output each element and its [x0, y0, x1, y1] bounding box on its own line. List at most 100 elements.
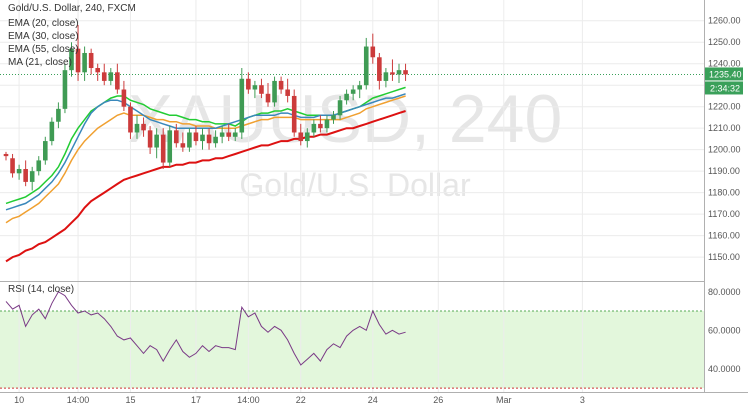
- candle: [3, 151, 9, 161]
- legend-ma-21: MA (21, close): [8, 57, 72, 68]
- candle-body: [174, 130, 179, 144]
- candle-body: [16, 169, 22, 174]
- candle: [259, 78, 264, 99]
- candle: [403, 63, 408, 81]
- candle: [141, 117, 146, 137]
- candle-body: [337, 100, 343, 116]
- candle-body: [147, 130, 153, 148]
- candle: [344, 89, 349, 105]
- time-tick-label: Mar: [496, 395, 512, 405]
- candle-body: [121, 89, 127, 107]
- countdown-badge: [705, 81, 743, 95]
- price-pane-background: [0, 0, 704, 281]
- axes: 1260.001250.001240.001230.001220.001210.…: [0, 0, 748, 393]
- rsi-pane: [5, 291, 406, 366]
- candle-body: [62, 70, 68, 109]
- candle-body: [285, 89, 290, 96]
- candle: [350, 85, 356, 101]
- candle-body: [82, 52, 87, 73]
- price-tick-label: 1200.00: [708, 145, 741, 155]
- candle: [23, 160, 28, 187]
- price-tick-label: 1250.00: [708, 37, 741, 47]
- candle-body: [246, 78, 251, 90]
- time-tick-label: 26: [433, 395, 443, 405]
- legend-ema-20: EMA (20, close): [8, 18, 79, 29]
- candle-body: [206, 134, 212, 144]
- candle: [82, 46, 87, 81]
- candle: [16, 164, 22, 180]
- candle: [311, 119, 317, 137]
- candle-body: [154, 134, 159, 148]
- price-tick-label: 1220.00: [708, 102, 741, 112]
- candle-body: [141, 123, 146, 131]
- candle-body: [226, 132, 231, 137]
- candle: [331, 110, 336, 124]
- candle-body: [101, 72, 107, 81]
- time-tick-label: 22: [296, 395, 306, 405]
- candle: [357, 80, 362, 99]
- candle-body: [318, 123, 323, 129]
- time-tick-label: 3: [580, 395, 585, 405]
- candle: [108, 68, 114, 86]
- candle-body: [357, 85, 362, 90]
- rsi-tick-label: 40.0000: [708, 364, 741, 374]
- candle-body: [219, 132, 225, 137]
- candle: [291, 89, 297, 137]
- candle: [36, 156, 42, 176]
- time-tick-label: 24: [368, 395, 378, 405]
- candle: [160, 128, 166, 170]
- candle-body: [291, 95, 297, 133]
- candle-body: [331, 115, 336, 120]
- candle-body: [56, 108, 61, 122]
- candle: [62, 63, 68, 114]
- candle: [337, 95, 343, 120]
- candle-body: [3, 153, 9, 157]
- candle-body: [10, 158, 15, 174]
- candle: [305, 128, 310, 148]
- legend-ema-30: EMA (30, close): [8, 31, 79, 42]
- candle: [265, 83, 271, 107]
- watermark-description: Gold/U.S. Dollar: [239, 167, 471, 203]
- candle: [49, 117, 55, 146]
- price-tick-label: 1170.00: [708, 209, 740, 219]
- candle-body: [95, 68, 100, 73]
- candle: [226, 123, 231, 142]
- candle: [187, 128, 192, 152]
- candle-body: [180, 143, 186, 148]
- candle: [324, 115, 330, 133]
- candle: [193, 126, 199, 146]
- candle-body: [232, 132, 238, 137]
- price-tick-label: 1210.00: [708, 123, 741, 133]
- candle: [239, 68, 245, 139]
- candle-body: [383, 72, 389, 81]
- candle: [285, 78, 290, 103]
- candle: [390, 59, 395, 81]
- candle: [383, 68, 389, 88]
- candle: [56, 102, 61, 129]
- candle-body: [193, 132, 199, 142]
- price-tick-label: 1190.00: [708, 166, 740, 176]
- candle: [88, 48, 94, 75]
- candle: [363, 37, 369, 90]
- candle: [134, 115, 140, 139]
- candle-body: [252, 85, 258, 90]
- candle: [167, 126, 173, 167]
- candle: [154, 128, 159, 159]
- candle-body: [350, 89, 356, 94]
- candle: [174, 123, 179, 148]
- candle: [246, 72, 251, 94]
- candle-body: [134, 123, 140, 133]
- candle: [180, 132, 186, 152]
- ema-30-line: [5, 95, 406, 224]
- price-badge-value: 1235.40: [709, 69, 742, 79]
- candle-body: [108, 72, 114, 81]
- rsi-label: RSI (14, close): [8, 284, 75, 295]
- countdown-badge-value: 2:34:32: [710, 83, 740, 93]
- candle-body: [128, 106, 133, 133]
- candle: [252, 80, 258, 99]
- rsi-tick-label: 60.0000: [708, 325, 741, 335]
- candle-body: [187, 132, 192, 148]
- candle-body: [36, 160, 42, 172]
- candle-body: [88, 52, 94, 69]
